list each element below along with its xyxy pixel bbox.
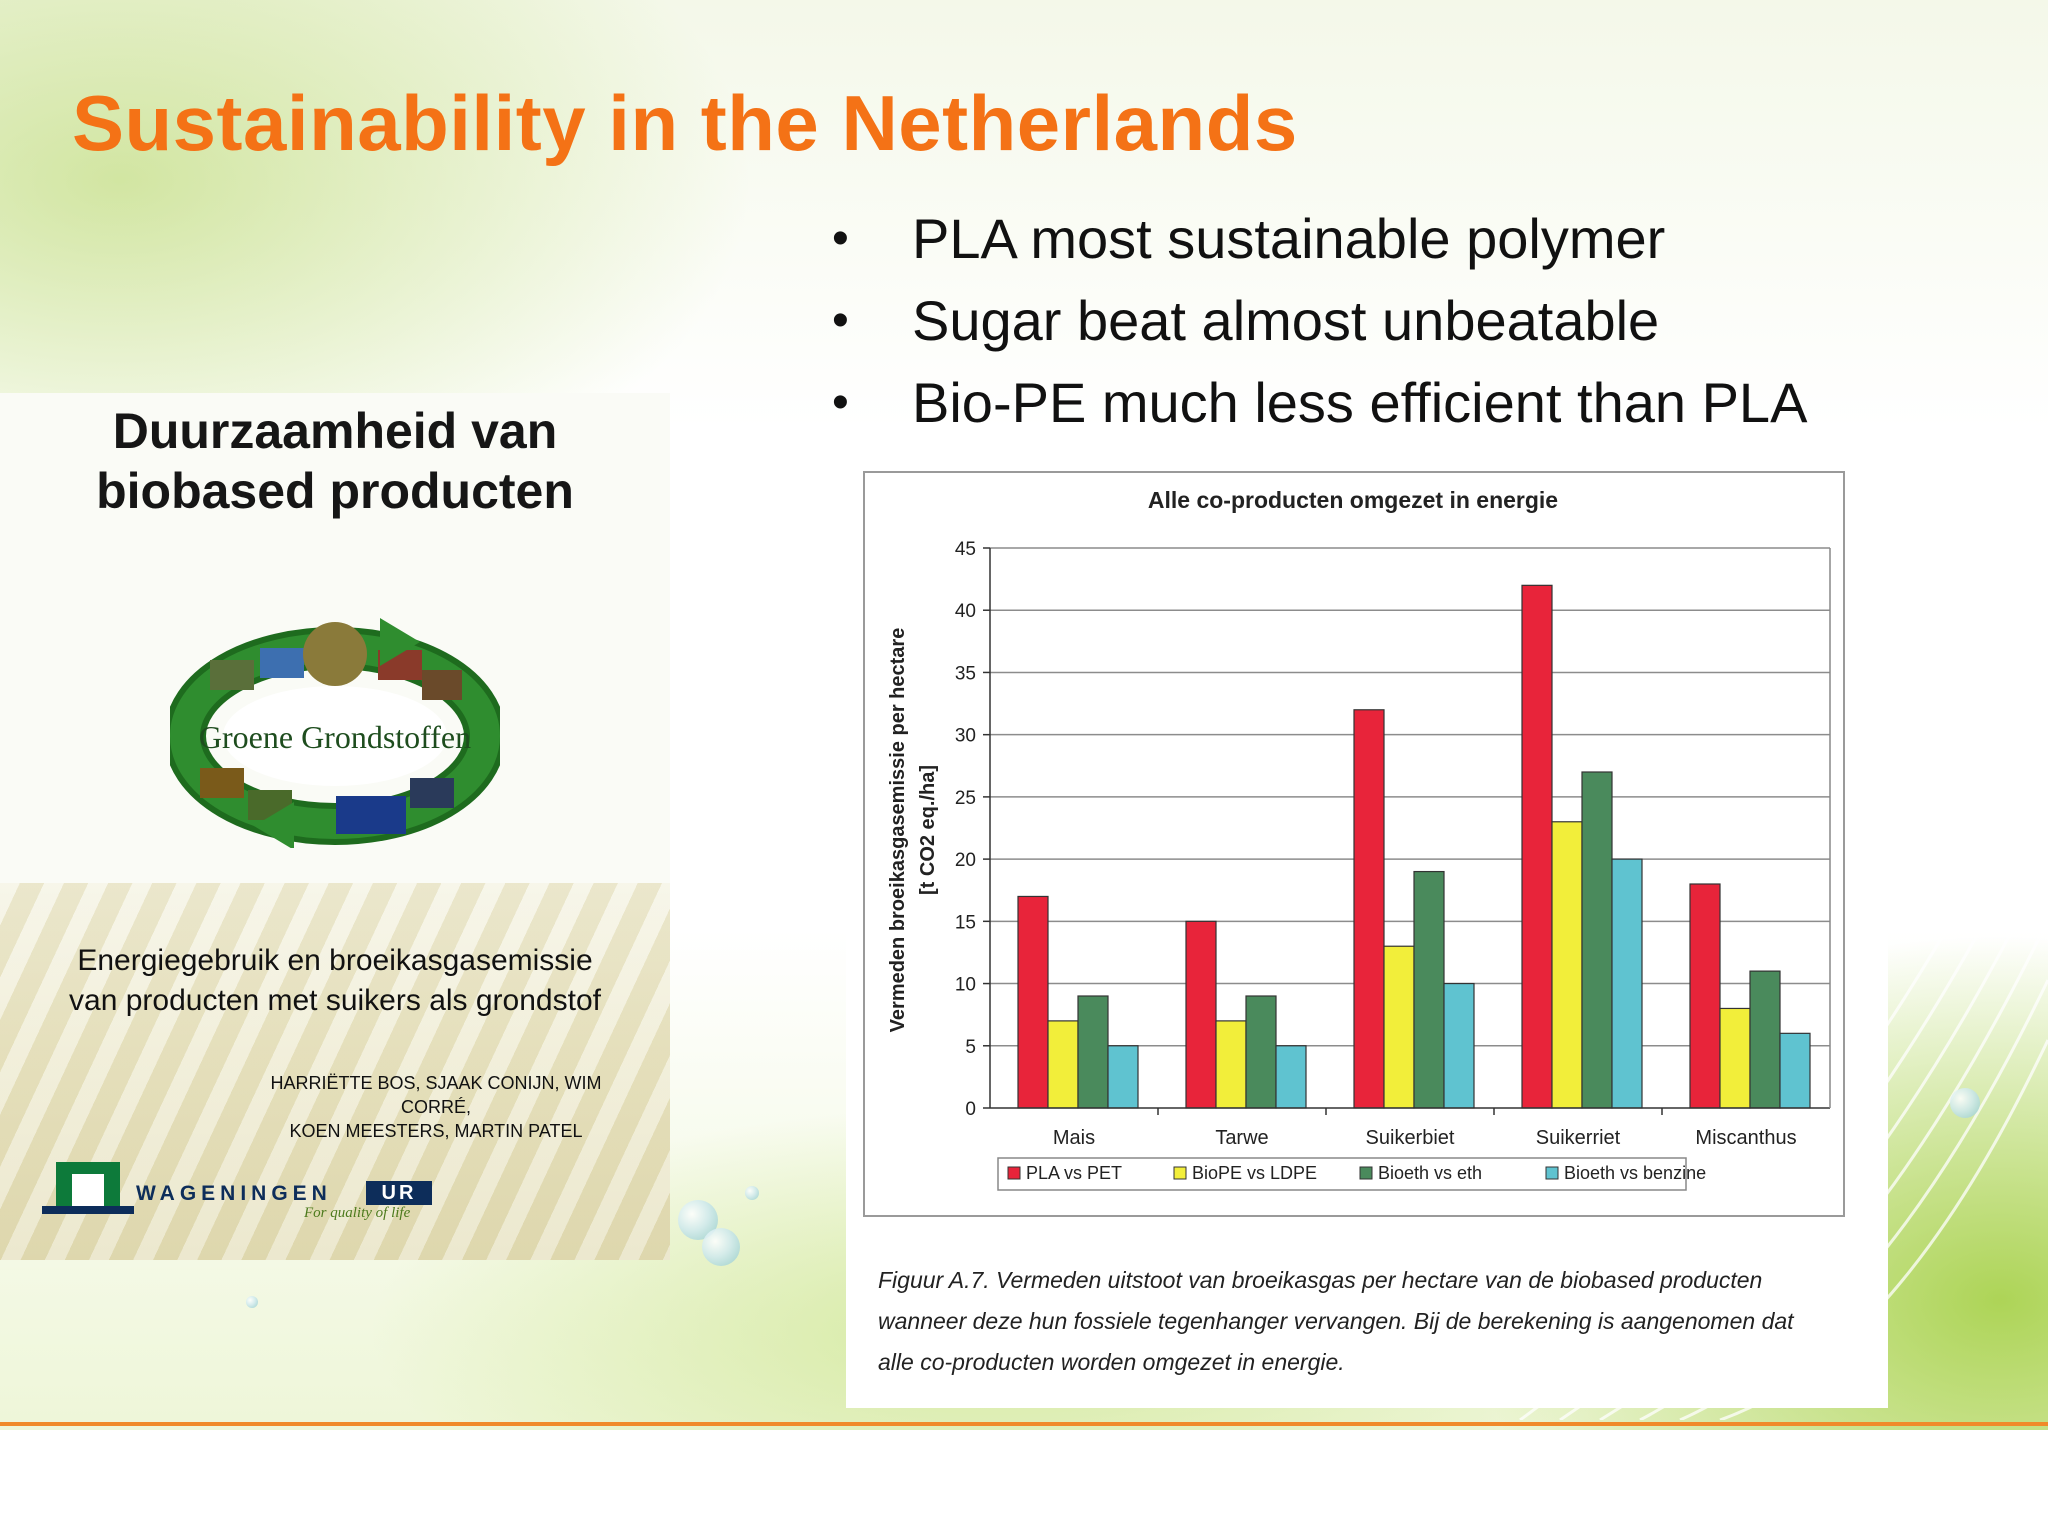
bar-pla-vs-pet <box>1521 584 1553 1109</box>
y-tick-label: 40 <box>955 601 976 622</box>
bottom-accent-line <box>0 1422 2048 1426</box>
authors-line: HARRIËTTE BOS, SJAAK CONIJN, WIM CORRÉ, <box>270 1073 602 1117</box>
authors-line: KOEN MEESTERS, MARTIN PATEL <box>289 1121 583 1141</box>
caption-line: wanneer deze hun fossiele tegenhanger ve… <box>878 1308 1794 1334</box>
bar-bioeth-vs-benzine <box>1443 982 1475 1109</box>
y-tick-label: 10 <box>955 975 976 996</box>
y-tick-label: 35 <box>955 663 976 684</box>
legend-label: BioPE vs LDPE <box>1192 1163 1317 1183</box>
bar-bioeth-vs-eth <box>1749 970 1781 1109</box>
wageningen-logo-icon <box>42 1162 134 1214</box>
figure-card: Alle co-producten omgezet in energie Ver… <box>846 460 1888 1408</box>
legend-box <box>997 1157 1687 1191</box>
cover-subtitle-line: Energiegebruik en broeikasgasemissie <box>77 944 593 977</box>
logo-tagline: For quality of life <box>304 1205 411 1221</box>
bullet-item: • Sugar beat almost unbeatable <box>832 280 1807 362</box>
y-axis-label-line1: Vermeden broeikasgasemissie per hectare <box>887 628 909 1033</box>
bubble-decoration <box>246 1296 258 1308</box>
bullet-item: • Bio-PE much less efficient than PLA <box>832 362 1807 444</box>
bullet-item: • PLA most sustainable polymer <box>832 198 1807 280</box>
bar-pla-vs-pet <box>1689 883 1721 1109</box>
bar-pla-vs-pet <box>1353 709 1385 1109</box>
bullet-text: PLA most sustainable polymer <box>912 207 1666 270</box>
bar-bioeth-vs-benzine <box>1275 1045 1307 1109</box>
bubble-decoration <box>745 1186 759 1200</box>
y-axis-label: Vermeden broeikasgasemissie per hectare <box>887 628 909 1033</box>
x-tick-label: Miscanthus <box>1695 1127 1796 1149</box>
y-tick-label: 45 <box>955 539 976 560</box>
bar-biope-vs-ldpe <box>1383 945 1415 1109</box>
bar-bioeth-vs-benzine <box>1779 1032 1811 1109</box>
caption-line: alle co-producten worden omgezet in ener… <box>878 1349 1345 1375</box>
bar-bioeth-vs-eth <box>1581 771 1613 1109</box>
bullet-dot-icon: • <box>832 212 849 265</box>
bar-bioeth-vs-benzine <box>1611 858 1643 1109</box>
y-tick-label: 5 <box>965 1037 976 1058</box>
bar-biope-vs-ldpe <box>1719 1007 1751 1109</box>
legend-label: PLA vs PET <box>1026 1163 1122 1183</box>
y-tick-label: 0 <box>965 1099 976 1120</box>
bullet-list: • PLA most sustainable polymer • Sugar bea… <box>832 198 1807 444</box>
y-tick-label: 25 <box>955 788 976 809</box>
chart-title: Alle co-producten omgezet in energie <box>1148 487 1558 513</box>
cover-authors: HARRIËTTE BOS, SJAAK CONIJN, WIM CORRÉ, … <box>236 1071 636 1143</box>
bar-bioeth-vs-eth <box>1077 995 1109 1109</box>
figure-caption: Figuur A.7. Vermeden uitstoot van broeik… <box>878 1260 1868 1383</box>
legend-swatch <box>1545 1166 1559 1180</box>
y-axis-unit: [t CO2 eq./ha] <box>917 765 939 895</box>
logo-name: WAGENINGEN <box>136 1182 332 1205</box>
caption-line: Figuur A.7. Vermeden uitstoot van broeik… <box>878 1267 1763 1293</box>
bar-pla-vs-pet <box>1017 895 1049 1109</box>
bar-pla-vs-pet <box>1185 920 1217 1109</box>
bullet-dot-icon: • <box>832 294 849 347</box>
bar-chart: Alle co-producten omgezet in energie Ver… <box>863 471 1845 1217</box>
bullet-text: Bio-PE much less efficient than PLA <box>912 371 1808 434</box>
logo-suffix: UR <box>381 1182 417 1204</box>
axis-layer: 0 5 10 15 20 25 30 35 40 45 Mais Tarwe Suikerbiet Sui… <box>955 539 1831 1149</box>
bullet-dot-icon: • <box>832 376 849 429</box>
y-tick-label: 15 <box>955 912 976 933</box>
y-tick-label: 20 <box>955 850 976 871</box>
x-tick-label: Mais <box>1053 1127 1095 1149</box>
bar-bioeth-vs-eth <box>1245 995 1277 1109</box>
legend-label: Bioeth vs eth <box>1378 1163 1482 1183</box>
x-tick-label: Tarwe <box>1215 1127 1268 1149</box>
legend: PLA vs PET BioPE vs LDPE Bioeth vs eth Bioe… <box>997 1157 1706 1191</box>
y-axis-label-line2: [t CO2 eq./ha] <box>917 765 939 895</box>
bar-biope-vs-ldpe <box>1047 1020 1079 1109</box>
y-tick-label: 30 <box>955 726 976 747</box>
legend-swatch <box>1173 1166 1187 1180</box>
bar-biope-vs-ldpe <box>1215 1020 1247 1109</box>
cover-subtitle-line: van producten met suikers als grondstof <box>69 984 601 1017</box>
slide-title: Sustainability in the Netherlands <box>72 79 1298 167</box>
cover-title-line: biobased producten <box>96 463 574 519</box>
bar-biope-vs-ldpe <box>1551 821 1583 1109</box>
logo-suffix-box: UR <box>366 1181 432 1205</box>
cover-title-line: Duurzaamheid van <box>112 403 558 459</box>
emblem-text: Groene Grondstoffen <box>199 719 471 755</box>
x-tick-label: Suikerbiet <box>1366 1127 1455 1149</box>
bar-bioeth-vs-benzine <box>1107 1045 1139 1109</box>
x-tick-label: Suikerriet <box>1536 1127 1621 1149</box>
bubble-decoration <box>702 1228 740 1266</box>
groene-grondstoffen-emblem: Groene Grondstoffen <box>170 618 500 848</box>
book-cover: Duurzaamheid van biobased producten Groe… <box>0 393 670 1260</box>
bullet-text: Sugar beat almost unbeatable <box>912 289 1660 352</box>
legend-swatch <box>1359 1166 1373 1180</box>
bar-bioeth-vs-eth <box>1413 870 1445 1109</box>
bubble-decoration <box>1950 1088 1980 1118</box>
legend-label: Bioeth vs benzine <box>1564 1163 1706 1183</box>
legend-swatch <box>1007 1166 1021 1180</box>
